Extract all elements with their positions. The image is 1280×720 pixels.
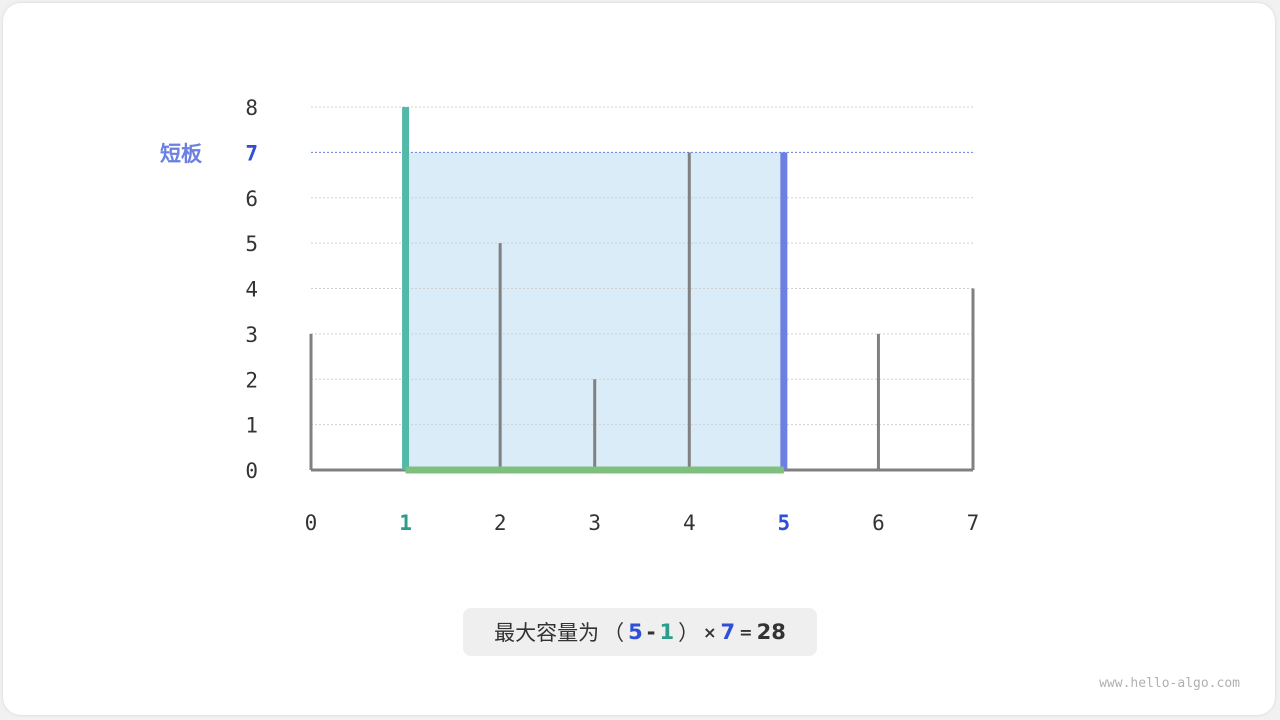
watermark: www.hello-algo.com (1099, 676, 1240, 691)
x-tick-label: 6 (872, 511, 885, 535)
y-tick-label: 7 (245, 141, 258, 165)
y-tick-label: 6 (245, 187, 258, 211)
result-close-paren: ） (678, 621, 700, 645)
x-tick-label: 4 (683, 511, 696, 535)
x-tick-label: 1 (399, 511, 412, 535)
result-times: × (703, 622, 717, 642)
result-formula: 最大容量为 （ 5 - 1 ） × 7 = 28 (463, 608, 817, 656)
y-tick-label: 4 (245, 278, 258, 302)
y-tick-label: 3 (245, 323, 258, 347)
x-tick-label: 3 (588, 511, 601, 535)
y-tick-label: 5 (245, 232, 258, 256)
result-equals: = (739, 622, 753, 642)
x-tick-label: 7 (967, 511, 980, 535)
x-tick-label: 2 (494, 511, 507, 535)
short-board-label: 短板 (160, 142, 202, 166)
result-left-index: 1 (659, 620, 675, 644)
result-prefix: 最大容量为 (494, 621, 600, 645)
y-tick-label: 0 (245, 459, 258, 483)
x-tick-label: 0 (305, 511, 318, 535)
y-tick-label: 2 (245, 368, 258, 392)
result-minus: - (646, 620, 656, 644)
y-tick-label: 8 (245, 96, 258, 120)
x-tick-label: 5 (778, 511, 791, 535)
result-value: 28 (756, 620, 786, 644)
result-open-paren: （ (603, 621, 625, 645)
result-right-index: 5 (628, 620, 643, 644)
result-height: 7 (720, 620, 736, 644)
y-tick-label: 1 (245, 414, 258, 438)
